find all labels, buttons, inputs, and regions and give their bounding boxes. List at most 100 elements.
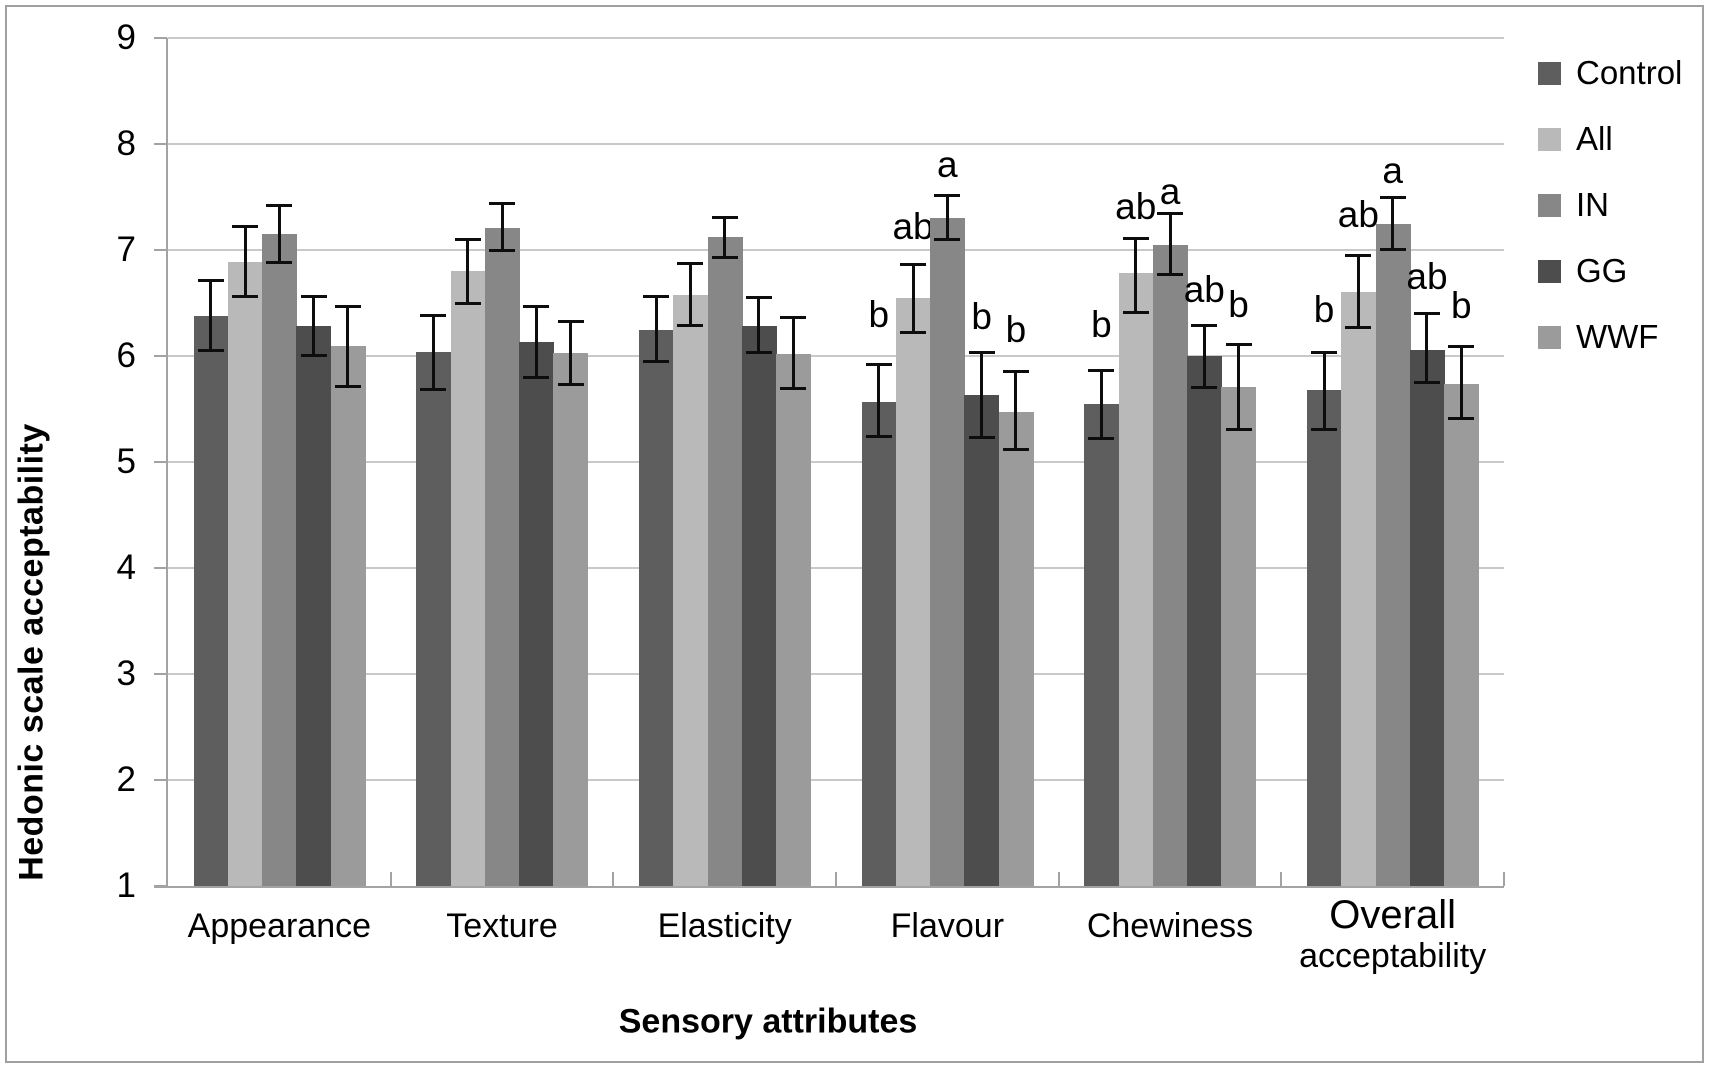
- legend-label-WWF: WWF: [1576, 318, 1659, 355]
- y-tick-label-9: 9: [116, 18, 136, 57]
- error-cap-top: [1191, 324, 1218, 328]
- error-cap-bottom: [780, 386, 807, 390]
- legend-item-GG: GG: [1538, 238, 1682, 304]
- error-cap-top: [454, 238, 481, 242]
- error-cap-top: [489, 202, 515, 206]
- y-tick-label-5: 5: [116, 442, 136, 481]
- x-category-label-Chewiness: Chewiness: [1010, 906, 1330, 946]
- error-bar-Control-Texture: [431, 314, 435, 390]
- error-cap-top: [232, 224, 259, 228]
- x-category-label-Texture: Texture: [342, 906, 662, 946]
- legend-label-GG: GG: [1576, 252, 1628, 289]
- y-tick-label-1: 1: [116, 866, 136, 905]
- y-tick-9: [154, 37, 167, 39]
- error-cap-bottom: [1122, 310, 1149, 314]
- y-tick-1: [154, 885, 167, 887]
- error-cap-top: [745, 295, 772, 299]
- bar-GG-Chewiness: [1187, 356, 1223, 886]
- gridline-4: [168, 567, 1504, 569]
- error-cap-bottom: [1157, 273, 1183, 277]
- legend-item-WWF: WWF: [1538, 304, 1682, 370]
- bar-GG-Appearance: [296, 326, 332, 886]
- bar-Control-Overall acceptability: [1306, 389, 1342, 886]
- significance-letter-WWF-Overall acceptability: b: [1450, 285, 1472, 327]
- error-bar-IN-Flavour: [945, 194, 949, 241]
- x-category-label-line: Elasticity: [657, 907, 792, 945]
- error-bar-Control-Overall acceptability: [1322, 351, 1326, 431]
- y-tick-label-6: 6: [116, 336, 136, 375]
- significance-letter-Control-Overall acceptability: b: [1313, 289, 1335, 331]
- significance-letter-GG-Overall acceptability: ab: [1406, 255, 1448, 297]
- error-cap-top: [1225, 343, 1252, 347]
- error-cap-bottom: [300, 354, 327, 357]
- legend-swatch-All: [1538, 127, 1561, 151]
- error-bar-Control-Chewiness: [1099, 369, 1103, 439]
- bar-WWF-Texture: [553, 352, 589, 886]
- bar-All-Elasticity: [673, 294, 709, 886]
- error-bar-GG-Elasticity: [757, 296, 761, 353]
- error-cap-bottom: [1002, 448, 1029, 452]
- significance-letter-WWF-Flavour: b: [1005, 308, 1027, 350]
- error-cap-bottom: [1088, 436, 1115, 440]
- error-cap-top: [1122, 237, 1149, 241]
- significance-letter-All-Chewiness: ab: [1115, 185, 1157, 227]
- bar-Control-Appearance: [193, 315, 229, 886]
- error-cap-bottom: [865, 434, 892, 438]
- error-cap-top: [420, 313, 447, 317]
- bar-Control-Chewiness: [1084, 403, 1120, 886]
- y-tick-8: [154, 143, 167, 145]
- error-bar-IN-Texture: [500, 203, 504, 252]
- y-tick-4: [154, 567, 167, 569]
- significance-letter-IN-Chewiness: a: [1159, 170, 1181, 212]
- y-tick-3: [154, 673, 167, 675]
- x-tick-5: [1280, 872, 1283, 886]
- bar-Control-Texture: [416, 351, 452, 886]
- error-cap-top: [557, 320, 584, 324]
- y-tick-label-4: 4: [116, 548, 136, 587]
- error-cap-bottom: [711, 256, 738, 260]
- bar-IN-Flavour: [930, 218, 966, 886]
- bar-IN-Elasticity: [707, 237, 743, 886]
- error-bar-GG-Chewiness: [1202, 325, 1206, 388]
- x-category-label-line: Flavour: [890, 907, 1005, 945]
- legend: Control All IN GG WWF: [1538, 40, 1682, 370]
- x-category-label-Flavour: Flavour: [787, 906, 1107, 946]
- error-cap-top: [1088, 368, 1115, 372]
- error-cap-top: [197, 278, 224, 282]
- bar-Control-Elasticity: [638, 329, 674, 886]
- error-bar-WWF-Chewiness: [1237, 344, 1241, 431]
- y-tick-2: [154, 779, 167, 781]
- plot-area: 1 2 3 4 5 6 7 8 9 b b b ab ab ab a a a b ab ab b b b Appearance T…: [117, 18, 1505, 975]
- bar-IN-Appearance: [262, 234, 298, 886]
- legend-swatch-WWF: [1538, 325, 1561, 349]
- bar-GG-Texture: [519, 342, 555, 886]
- error-bar-IN-Elasticity: [723, 217, 727, 259]
- error-bar-IN-Chewiness: [1168, 212, 1172, 276]
- x-tick-3: [835, 872, 837, 886]
- gridline-9: [168, 37, 1504, 39]
- significance-letter-GG-Flavour: b: [971, 295, 992, 337]
- error-cap-bottom: [197, 348, 224, 352]
- significance-letter-WWF-Chewiness: b: [1228, 284, 1249, 326]
- x-category-label-line: Chewiness: [1086, 907, 1254, 945]
- error-cap-bottom: [1191, 385, 1218, 389]
- error-cap-top: [1157, 211, 1183, 215]
- error-bar-IN-Overall acceptability: [1391, 197, 1395, 250]
- bar-IN-Texture: [484, 227, 520, 886]
- error-cap-top: [711, 216, 738, 220]
- bar-All-Appearance: [227, 261, 263, 886]
- bar-WWF-Elasticity: [776, 353, 812, 886]
- significance-letter-IN-Flavour: a: [937, 144, 958, 186]
- significance-letter-All-Overall acceptability: ab: [1337, 194, 1379, 236]
- error-cap-top: [1413, 311, 1440, 315]
- x-category-label-Overall acceptability: Overall acceptability: [1233, 894, 1553, 976]
- error-bar-All-Overall acceptability: [1356, 255, 1360, 329]
- error-cap-top: [523, 305, 550, 309]
- legend-swatch-GG: [1538, 259, 1561, 283]
- error-cap-top: [900, 262, 927, 266]
- y-tick-7: [154, 249, 167, 251]
- gridline-2: [168, 779, 1504, 781]
- error-cap-bottom: [523, 376, 550, 380]
- bar-All-Texture: [450, 271, 486, 886]
